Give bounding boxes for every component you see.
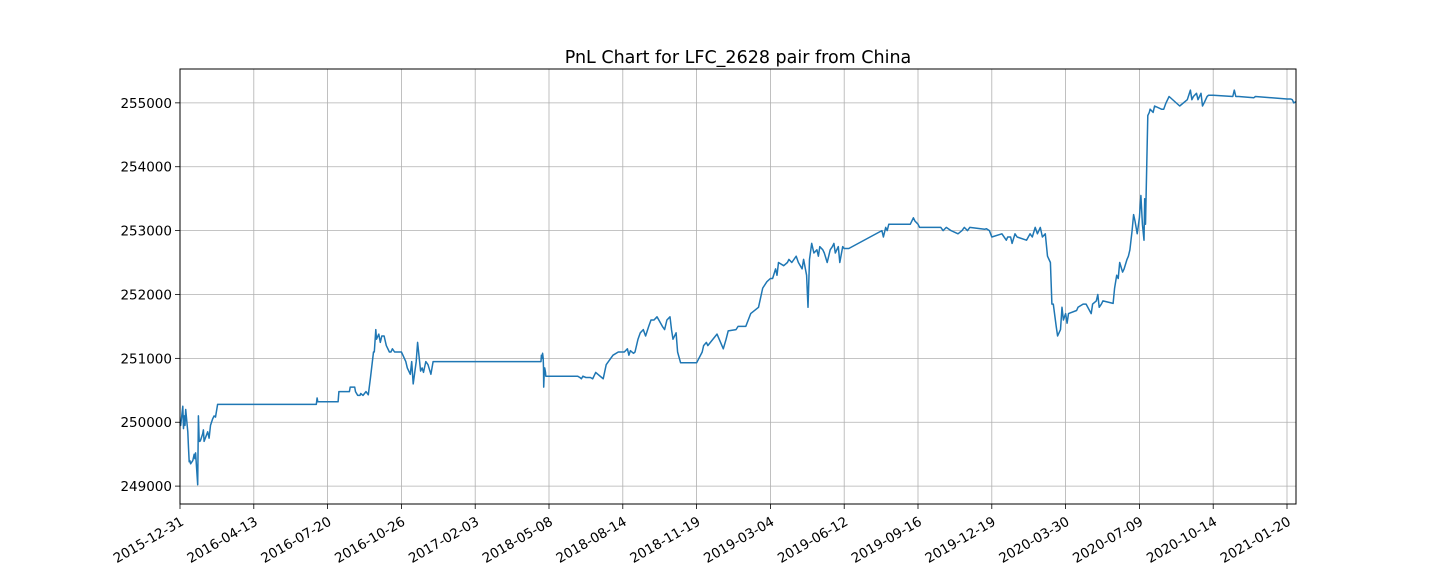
x-tick-label: 2020-03-30 <box>996 514 1072 567</box>
x-tick-label: 2015-12-31 <box>111 514 187 567</box>
x-tick-label: 2021-01-20 <box>1218 514 1294 567</box>
y-tick-label: 249000 <box>120 479 172 495</box>
x-tick-label: 2016-04-13 <box>185 514 261 567</box>
x-tick-label: 2017-02-03 <box>406 514 482 567</box>
x-tick-label: 2020-10-14 <box>1144 514 1220 567</box>
x-tick-label: 2016-10-26 <box>332 514 408 567</box>
x-tick-label: 2018-05-08 <box>480 514 556 567</box>
pnl-series-line <box>179 89 1297 486</box>
x-tick-label: 2018-11-19 <box>627 514 703 567</box>
chart-title: PnL Chart for LFC_2628 pair from China <box>565 48 912 68</box>
y-tick-label: 250000 <box>120 415 172 431</box>
grid-lines <box>179 69 1296 504</box>
plot-area-frame <box>179 68 1297 505</box>
x-tick-label: 2018-08-14 <box>554 514 630 567</box>
x-tick-label: 2019-03-04 <box>701 514 777 567</box>
y-tick-label: 254000 <box>120 160 172 176</box>
x-tick-label: 2020-07-09 <box>1070 514 1146 567</box>
x-tick-label: 2019-06-12 <box>775 514 851 567</box>
y-axis: 249000 250000 251000 252000 253000 254000 2550… <box>120 96 180 495</box>
y-tick-label: 252000 <box>120 287 172 303</box>
y-tick-label: 255000 <box>120 96 172 112</box>
x-tick-label: 2019-12-19 <box>923 514 999 567</box>
x-tick-label: 2019-09-16 <box>849 514 925 567</box>
y-tick-label: 251000 <box>120 351 172 367</box>
x-axis: 2015-12-312016-04-132016-07-202016-10-26… <box>111 504 1294 567</box>
x-tick-label: 2016-07-20 <box>258 514 334 567</box>
y-tick-label: 253000 <box>120 224 172 240</box>
